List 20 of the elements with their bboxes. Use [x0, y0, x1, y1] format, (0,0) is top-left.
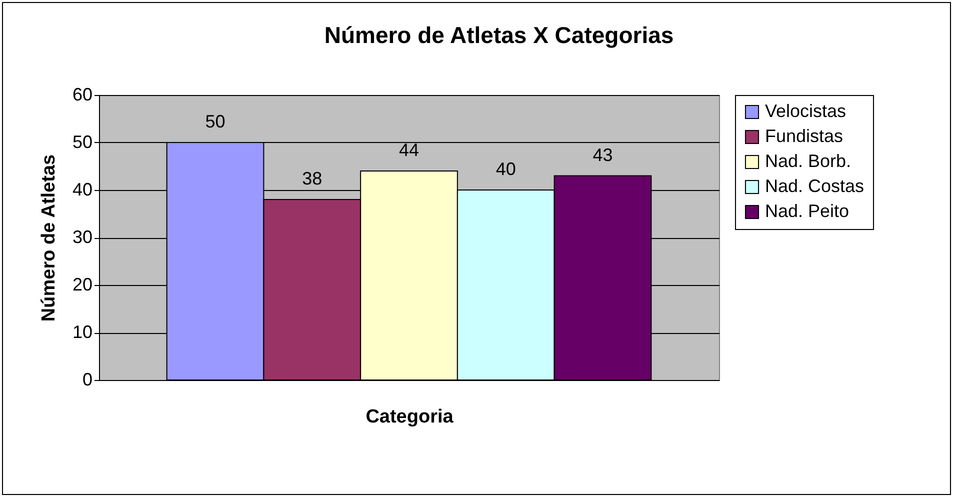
y-tick-label: 20: [72, 274, 92, 294]
legend-label: Nad. Costas: [765, 176, 864, 196]
y-tick-label: 30: [72, 227, 92, 247]
y-tick-label: 40: [72, 180, 92, 200]
y-tick-label: 60: [72, 84, 92, 104]
data-label: 40: [496, 159, 516, 179]
x-axis-title: Categoria: [366, 406, 454, 428]
legend-label: Nad. Peito: [765, 201, 850, 221]
y-axis-title: Número de Atletas: [38, 154, 60, 322]
y-tick-label: 0: [82, 370, 92, 390]
y-tick-label: 50: [72, 132, 92, 152]
legend-label: Velocistas: [765, 101, 846, 121]
y-tick-label: 10: [72, 322, 92, 342]
legend-label: Fundistas: [765, 126, 844, 146]
data-label: 44: [398, 140, 420, 160]
legend-label: Nad. Borb.: [765, 151, 852, 171]
data-label: 38: [302, 168, 322, 188]
chart-title: Número de Atletas X Categorias: [324, 22, 674, 48]
data-label: 43: [592, 144, 613, 165]
data-label: 50: [205, 112, 226, 132]
